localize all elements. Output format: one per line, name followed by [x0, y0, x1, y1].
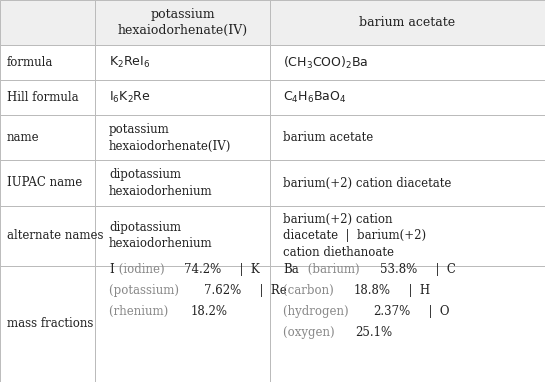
- Bar: [0, 160, 95, 206]
- Bar: [0, 115, 95, 160]
- Bar: [95, 266, 270, 382]
- Text: |  H: | H: [402, 284, 431, 297]
- Bar: [270, 80, 545, 115]
- Bar: [95, 206, 270, 266]
- Text: |  K: | K: [232, 263, 260, 276]
- Text: (barium): (barium): [304, 263, 363, 276]
- Text: (hydrogen): (hydrogen): [283, 305, 353, 318]
- Text: 18.2%: 18.2%: [190, 305, 227, 318]
- Text: $\mathregular{(CH_3COO)_2Ba}$: $\mathregular{(CH_3COO)_2Ba}$: [283, 55, 369, 71]
- Bar: [95, 0, 270, 45]
- Text: potassium
hexaiodorhenate(IV): potassium hexaiodorhenate(IV): [109, 123, 232, 153]
- Text: mass fractions: mass fractions: [7, 317, 93, 330]
- Text: formula: formula: [7, 56, 53, 69]
- Text: (rhenium): (rhenium): [109, 305, 172, 318]
- Text: dipotassium
hexaiodorhenium: dipotassium hexaiodorhenium: [109, 221, 213, 251]
- Bar: [0, 266, 95, 382]
- Text: Ba: Ba: [283, 263, 299, 276]
- Bar: [95, 160, 270, 206]
- Bar: [0, 206, 95, 266]
- Text: alternate names: alternate names: [7, 229, 104, 242]
- Bar: [270, 266, 545, 382]
- Bar: [0, 45, 95, 80]
- Text: potassium
hexaiodorhenate(IV): potassium hexaiodorhenate(IV): [118, 8, 247, 37]
- Text: |  C: | C: [428, 263, 456, 276]
- Text: I: I: [109, 263, 114, 276]
- Text: name: name: [7, 131, 40, 144]
- Bar: [95, 45, 270, 80]
- Text: (oxygen): (oxygen): [283, 326, 339, 339]
- Text: $\mathregular{I_6K_2Re}$: $\mathregular{I_6K_2Re}$: [109, 90, 151, 105]
- Text: 74.2%: 74.2%: [184, 263, 221, 276]
- Text: Hill formula: Hill formula: [7, 91, 78, 104]
- Text: |  O: | O: [421, 305, 450, 318]
- Bar: [270, 160, 545, 206]
- Text: 25.1%: 25.1%: [355, 326, 392, 339]
- Bar: [270, 206, 545, 266]
- Bar: [270, 115, 545, 160]
- Text: |  Re: | Re: [252, 284, 287, 297]
- Text: barium acetate: barium acetate: [359, 16, 456, 29]
- Text: 18.8%: 18.8%: [354, 284, 391, 297]
- Bar: [0, 0, 95, 45]
- Bar: [0, 0, 545, 45]
- Text: (iodine): (iodine): [115, 263, 168, 276]
- Text: IUPAC name: IUPAC name: [7, 176, 82, 189]
- Bar: [95, 80, 270, 115]
- Text: barium(+2) cation diacetate: barium(+2) cation diacetate: [283, 176, 452, 189]
- Bar: [0, 80, 95, 115]
- Text: barium(+2) cation
diacetate  |  barium(+2)
cation diethanoate: barium(+2) cation diacetate | barium(+2)…: [283, 213, 427, 259]
- Text: dipotassium
hexaiodorhenium: dipotassium hexaiodorhenium: [109, 168, 213, 198]
- Text: $\mathregular{C_4H_6BaO_4}$: $\mathregular{C_4H_6BaO_4}$: [283, 90, 347, 105]
- Text: (potassium): (potassium): [109, 284, 183, 297]
- Text: 7.62%: 7.62%: [204, 284, 241, 297]
- Text: 53.8%: 53.8%: [380, 263, 417, 276]
- Text: (carbon): (carbon): [283, 284, 338, 297]
- Bar: [270, 45, 545, 80]
- Bar: [95, 115, 270, 160]
- Text: $\mathregular{K_2ReI_6}$: $\mathregular{K_2ReI_6}$: [109, 55, 150, 70]
- Text: barium acetate: barium acetate: [283, 131, 374, 144]
- Bar: [270, 0, 545, 45]
- Text: 2.37%: 2.37%: [373, 305, 410, 318]
